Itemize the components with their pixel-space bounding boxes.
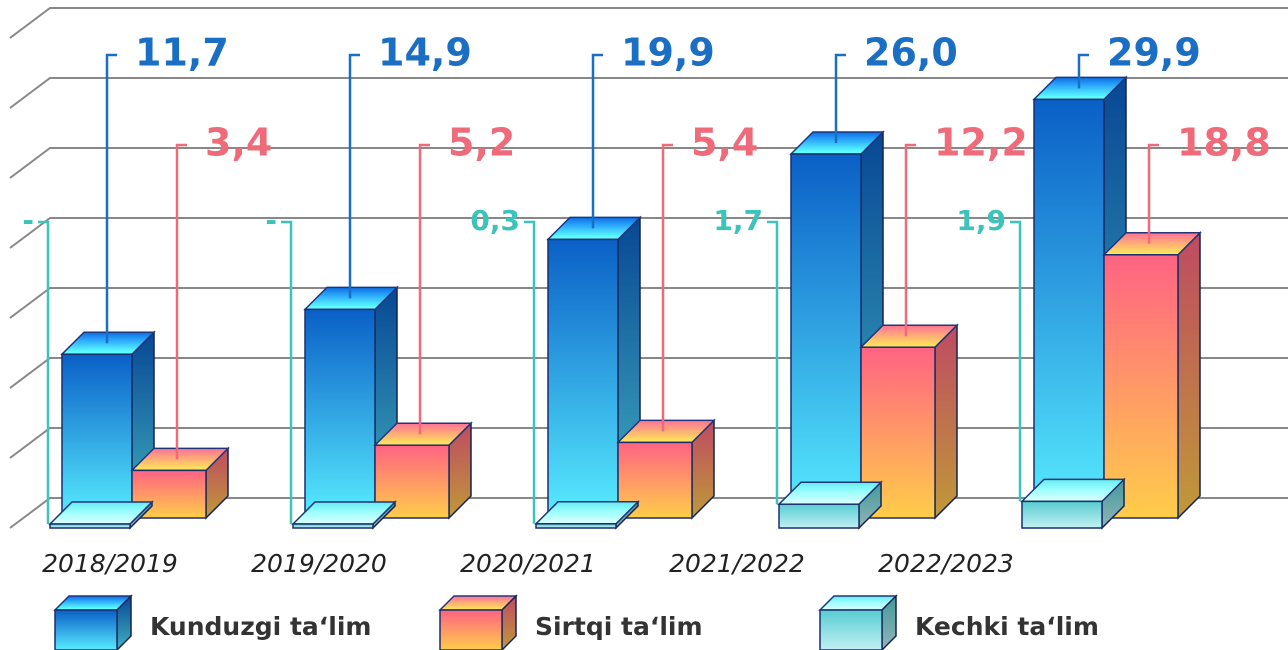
- callout-line: [175, 143, 187, 460]
- bar: [778, 503, 860, 529]
- data-label: 29,9: [1107, 31, 1201, 75]
- bar: [1021, 500, 1103, 529]
- callout-line: [281, 220, 293, 524]
- callout-line: [1147, 143, 1159, 244]
- x-tick-label: 2018/2019: [42, 549, 178, 578]
- callout-line: [661, 143, 673, 432]
- legend-label: Kechki taʻlim: [915, 612, 1099, 641]
- data-label: 11,7: [135, 31, 229, 75]
- data-label: 3,4: [205, 121, 272, 165]
- bar: [304, 308, 376, 519]
- bar: [49, 523, 131, 529]
- x-tick-label: 2019/2020: [251, 549, 387, 578]
- callout-line: [1077, 53, 1089, 89]
- data-label: -: [22, 204, 34, 237]
- bar: [535, 523, 617, 529]
- data-label: 12,2: [934, 121, 1028, 165]
- legend-label: Kunduzgi taʻlim: [150, 612, 371, 641]
- legend-swatch: [54, 609, 118, 650]
- data-label: 14,9: [378, 31, 472, 75]
- callout-line: [418, 143, 430, 435]
- grid-line: [9, 77, 1288, 109]
- x-tick-label: 2021/2022: [669, 549, 805, 578]
- x-tick-label: 2020/2021: [460, 549, 596, 578]
- bar: [547, 238, 619, 519]
- callout-line: [38, 220, 50, 524]
- callout-line: [105, 53, 117, 344]
- x-tick-label: 2022/2023: [878, 549, 1014, 578]
- callout-line: [834, 53, 846, 143]
- bar: [292, 523, 374, 529]
- bar: [1103, 254, 1179, 519]
- data-label: 1,7: [713, 204, 763, 237]
- data-label: 18,8: [1177, 121, 1271, 165]
- bar: [1033, 98, 1105, 519]
- bar-side: [1177, 230, 1201, 520]
- callout-line: [524, 220, 536, 524]
- data-label: 5,4: [691, 121, 758, 165]
- callout-line: [591, 53, 603, 229]
- legend-swatch: [819, 609, 883, 650]
- bar: [61, 353, 133, 519]
- callout-line: [767, 220, 779, 505]
- legend-swatch: [439, 609, 503, 650]
- data-label: -: [265, 204, 277, 237]
- callout-line: [348, 53, 360, 299]
- data-label: 19,9: [621, 31, 715, 75]
- callout-line: [1010, 220, 1022, 502]
- data-label: 1,9: [956, 204, 1006, 237]
- legend-label: Sirtqi taʻlim: [535, 612, 703, 641]
- data-label: 5,2: [448, 121, 515, 165]
- data-label: 0,3: [470, 204, 520, 237]
- grid-line: [9, 7, 1288, 39]
- data-label: 26,0: [864, 31, 958, 75]
- bar: [790, 153, 862, 519]
- callout-line: [904, 143, 916, 337]
- bar-side: [934, 323, 958, 520]
